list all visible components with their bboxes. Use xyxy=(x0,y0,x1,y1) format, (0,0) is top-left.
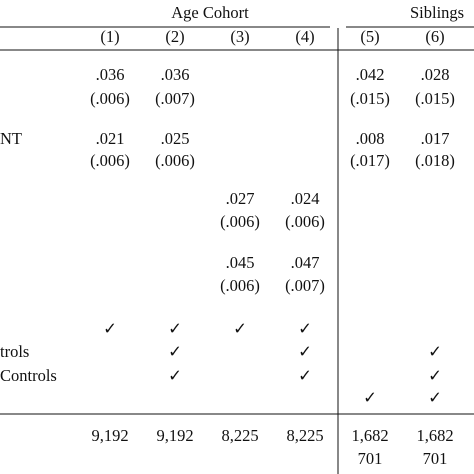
table-cell: 9,192 xyxy=(156,426,193,445)
table-cell: .042 xyxy=(356,65,385,84)
column-header: (2) xyxy=(165,27,184,46)
table-cell: ✓ xyxy=(298,366,312,385)
column-header: (4) xyxy=(295,27,314,46)
column-header: (3) xyxy=(230,27,249,46)
table-cell: 8,225 xyxy=(221,426,258,445)
table-cell: ✓ xyxy=(428,342,442,361)
table-cell: (.006) xyxy=(285,212,325,231)
table-cell: (.017) xyxy=(350,151,390,170)
table-cell: ✓ xyxy=(428,366,442,385)
table-cell: (.006) xyxy=(90,151,130,170)
table-cell: .047 xyxy=(291,253,320,272)
table-cell: ✓ xyxy=(168,342,182,361)
table-cell: (.006) xyxy=(220,212,260,231)
table-cell: 701 xyxy=(423,449,448,468)
column-header: (6) xyxy=(425,27,444,46)
table-cell: ✓ xyxy=(363,388,377,407)
table-cell: 1,682 xyxy=(351,426,388,445)
table-cell: (.015) xyxy=(415,89,455,108)
table-cell: .036 xyxy=(161,65,190,84)
row-label: Controls xyxy=(0,366,57,385)
table-cell: ✓ xyxy=(168,366,182,385)
group-header: Age Cohort xyxy=(171,3,249,22)
table-cell: .027 xyxy=(226,189,255,208)
table-cell: .017 xyxy=(421,129,450,148)
table-cell: .008 xyxy=(356,129,385,148)
table-cell: .025 xyxy=(161,129,190,148)
table-cell: (.006) xyxy=(220,276,260,295)
table-cell: ✓ xyxy=(428,388,442,407)
table-cell: ✓ xyxy=(233,319,247,338)
table-cell: ✓ xyxy=(103,319,117,338)
table-cell: .024 xyxy=(291,189,320,208)
column-header: (1) xyxy=(100,27,119,46)
row-label: trols xyxy=(0,342,29,361)
table-cell: 1,682 xyxy=(416,426,453,445)
table-cell: (.007) xyxy=(285,276,325,295)
table-cell: (.006) xyxy=(90,89,130,108)
table-cell: 8,225 xyxy=(286,426,323,445)
table-cell: .036 xyxy=(96,65,125,84)
table-cell: .045 xyxy=(226,253,255,272)
table-cell: ✓ xyxy=(298,319,312,338)
column-header: (5) xyxy=(360,27,379,46)
table-cell: (.018) xyxy=(415,151,455,170)
row-label: NT xyxy=(0,129,22,148)
table-cell: .021 xyxy=(96,129,125,148)
table-cell: 9,192 xyxy=(91,426,128,445)
table-cell: 701 xyxy=(358,449,383,468)
table-cell: (.015) xyxy=(350,89,390,108)
table-cell: .028 xyxy=(421,65,450,84)
table-cell: (.006) xyxy=(155,151,195,170)
table-cell: (.007) xyxy=(155,89,195,108)
group-header: Siblings xyxy=(410,3,464,22)
table-cell: ✓ xyxy=(298,342,312,361)
table-cell: ✓ xyxy=(168,319,182,338)
